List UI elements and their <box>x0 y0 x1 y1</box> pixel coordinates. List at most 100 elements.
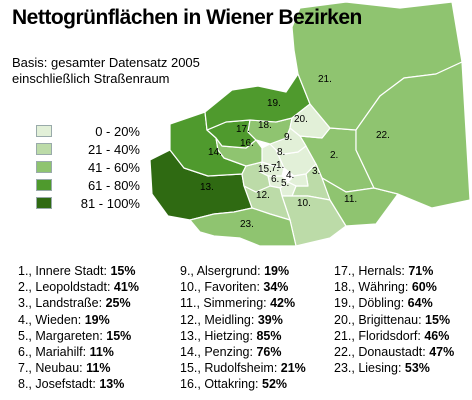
district-number: 2., <box>18 280 36 295</box>
district-region-label: 4. <box>286 170 294 181</box>
legend-label: 41 - 60% <box>87 159 140 175</box>
district-name: Währing <box>358 280 405 295</box>
district-region-label: 5. <box>281 178 289 189</box>
district-value: 42% <box>270 296 296 311</box>
district-list-item: 17., Hernals: 71% <box>334 263 468 279</box>
district-name: Meidling <box>204 312 251 327</box>
district-value: 76% <box>256 344 282 359</box>
district-list-item: 12., Meidling: 39% <box>180 312 334 328</box>
legend-label: 0 - 20% <box>95 123 140 139</box>
district-list-item: 20., Brigittenau: 15% <box>334 312 468 328</box>
district-region-label: 16. <box>240 138 254 149</box>
district-separator: : <box>404 280 412 295</box>
district-region-label: 11. <box>344 194 357 205</box>
district-value: 11% <box>86 361 111 376</box>
map-legend: 0 - 20% 21 - 40% 41 - 60% 61 - 80% 81 - 100% <box>36 122 144 212</box>
district-list-item: 19., Döbling: 64% <box>334 295 468 311</box>
legend-swatch <box>36 179 52 191</box>
district-region-22 <box>355 61 471 209</box>
district-value: 19% <box>84 312 110 327</box>
district-number: 19., <box>334 296 359 311</box>
district-name: Landstraße <box>35 296 99 311</box>
district-number: 9., <box>180 264 197 278</box>
district-separator: : <box>397 361 405 376</box>
district-number: 15., <box>180 361 205 376</box>
district-list-item: 4., Wieden: 19% <box>18 312 180 328</box>
district-value: 25% <box>105 296 131 311</box>
district-name: Penzing <box>204 344 250 359</box>
district-number: 5., <box>18 328 36 343</box>
district-list-item: 13., Hietzing: 85% <box>180 328 334 344</box>
district-separator: : <box>417 328 425 343</box>
district-value: 41% <box>113 280 139 295</box>
district-separator: : <box>422 344 430 359</box>
district-name: Ottakring <box>204 377 256 392</box>
district-region-label: 6. <box>271 174 279 185</box>
district-list-item: 1., Innere Stadt: 15% <box>18 263 180 279</box>
district-number: 10., <box>180 280 205 295</box>
district-value: 15% <box>106 328 132 343</box>
district-value: 13% <box>99 377 125 392</box>
district-list-item: 5., Margareten: 15% <box>18 328 180 344</box>
district-value: 52% <box>262 377 288 392</box>
district-number: 6., <box>18 344 36 359</box>
district-name: Josefstadt <box>35 377 93 392</box>
district-name: Donaustadt <box>358 344 423 359</box>
map-subtitle: Basis: gesamter Datensatz 2005 einschlie… <box>12 55 212 87</box>
district-name: Alsergrund <box>196 264 258 278</box>
district-number: 4., <box>18 312 36 327</box>
district-value: 60% <box>411 280 437 295</box>
district-separator: : <box>257 264 265 278</box>
district-separator: : <box>255 377 262 392</box>
district-number: 3., <box>18 296 36 311</box>
district-name: Döbling <box>358 296 401 311</box>
district-name: Rudolfsheim <box>204 361 274 376</box>
district-number: 14., <box>180 344 205 359</box>
district-name: Simmering <box>203 296 264 311</box>
district-region-label: 19. <box>267 98 281 109</box>
district-value: 47% <box>429 344 455 359</box>
district-value: 46% <box>424 328 450 343</box>
district-separator: : <box>401 264 409 278</box>
district-separator: : <box>98 296 106 311</box>
district-list-item: 18., Währing: 60% <box>334 279 468 295</box>
district-region-label: 15. <box>258 164 272 175</box>
district-name: Innere Stadt <box>35 264 104 278</box>
district-name: Neubau <box>35 361 80 376</box>
district-number: 8., <box>18 377 36 392</box>
district-value: 39% <box>257 312 283 327</box>
district-name: Brigittenau <box>358 312 419 327</box>
district-value: 15% <box>425 312 451 327</box>
district-value: 15% <box>110 264 136 278</box>
district-number: 13., <box>180 328 205 343</box>
district-region-label: 8. <box>277 147 285 158</box>
district-list-item: 8., Josefstadt: 13% <box>18 376 180 392</box>
district-region-label: 17. <box>236 124 250 135</box>
district-name: Floridsdorf <box>358 328 418 343</box>
district-separator: : <box>103 264 111 278</box>
district-list-item: 10., Favoriten: 34% <box>180 279 334 295</box>
district-name: Liesing <box>358 361 398 376</box>
district-region-label: 7. <box>271 163 279 174</box>
district-list-item: 11., Simmering: 42% <box>180 295 334 311</box>
subtitle-line: einschließlich Straßenraum <box>12 71 170 86</box>
district-value: 71% <box>408 264 434 278</box>
district-separator: : <box>249 328 257 343</box>
district-region-label: 14. <box>208 147 222 158</box>
district-number: 18., <box>334 280 359 295</box>
legend-item: 0 - 20% <box>36 122 144 140</box>
district-separator: : <box>79 361 87 376</box>
district-list-item: 2., Leopoldstadt: 41% <box>18 279 180 295</box>
district-list-item: 9., Alsergrund: 19% <box>180 263 334 279</box>
district-list-item: 21., Floridsdorf: 46% <box>334 328 468 344</box>
district-separator: : <box>82 344 90 359</box>
district-separator: : <box>99 328 107 343</box>
district-number: 16., <box>180 377 205 392</box>
district-separator: : <box>400 296 408 311</box>
district-region-label: 1. <box>276 160 284 171</box>
district-list-item: 22., Donaustadt: 47% <box>334 344 468 360</box>
district-list-item: 6., Mariahilf: 11% <box>18 344 180 360</box>
district-separator: : <box>77 312 85 327</box>
legend-swatch <box>36 125 52 137</box>
district-value: 21% <box>280 361 306 376</box>
